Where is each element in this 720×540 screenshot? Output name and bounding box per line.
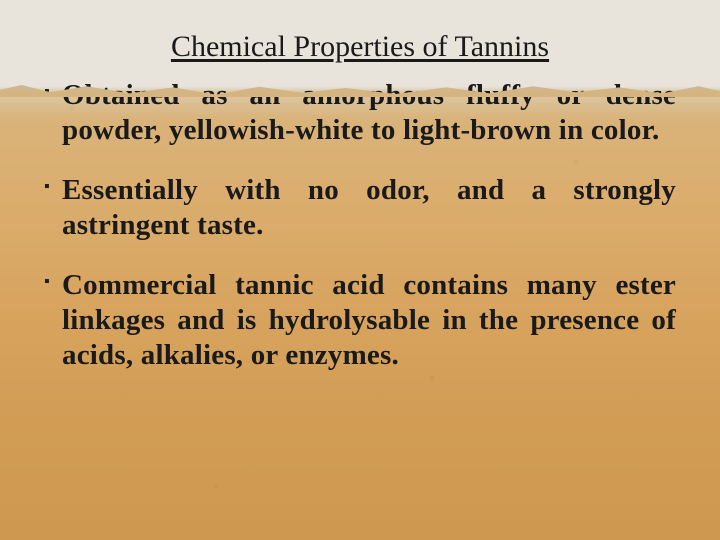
slide-title: Chemical Properties of Tannins	[0, 30, 720, 64]
bullet-text: Essentially with no odor, and a strongly…	[62, 174, 676, 241]
slide: Chemical Properties of Tannins Obtained …	[0, 0, 720, 540]
content-area: Obtained as an amorphous fluffy or dense…	[44, 78, 676, 398]
bullet-text: Obtained as an amorphous fluffy or dense…	[62, 79, 676, 146]
bullet-item: Commercial tannic acid contains many est…	[44, 268, 676, 374]
bullet-list: Obtained as an amorphous fluffy or dense…	[44, 78, 676, 374]
bullet-item: Obtained as an amorphous fluffy or dense…	[44, 78, 676, 149]
bullet-text: Commercial tannic acid contains many est…	[62, 269, 676, 372]
bullet-item: Essentially with no odor, and a strongly…	[44, 173, 676, 244]
